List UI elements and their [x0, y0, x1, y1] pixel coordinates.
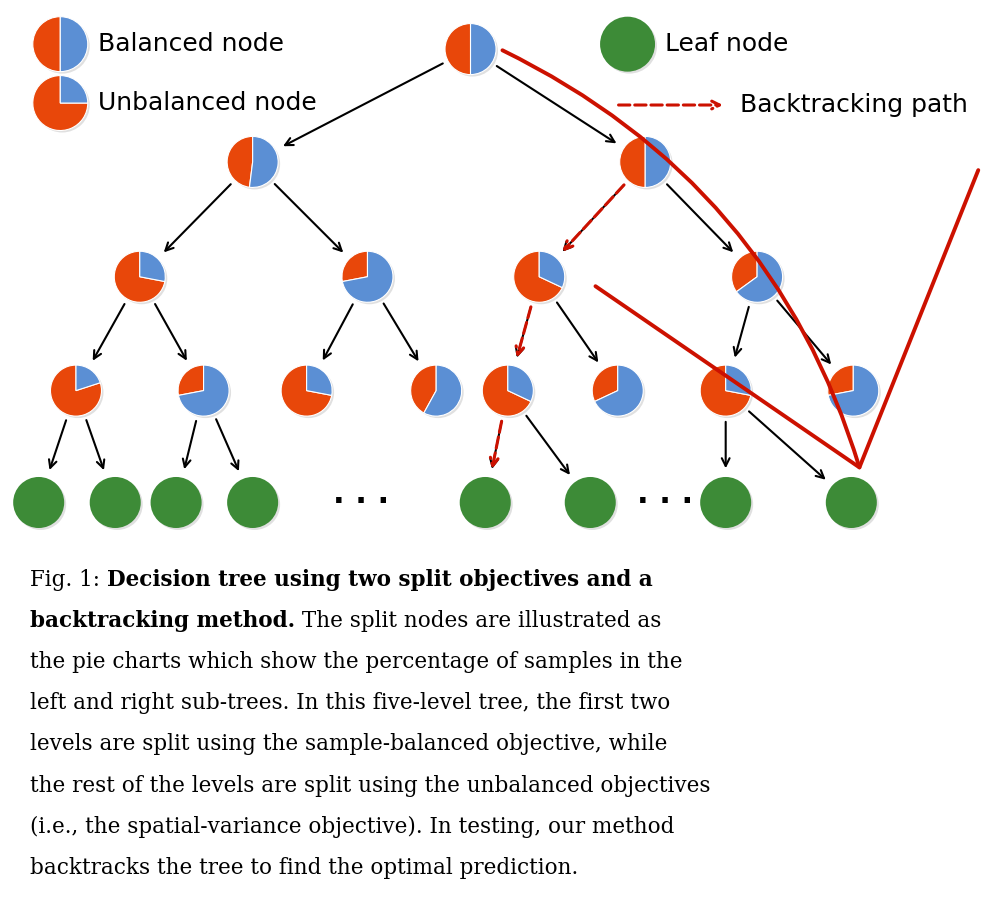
Wedge shape	[76, 365, 101, 390]
Circle shape	[595, 367, 645, 418]
Wedge shape	[514, 251, 563, 302]
Text: Decision tree using two split objectives and a: Decision tree using two split objectives…	[107, 569, 652, 591]
Circle shape	[229, 138, 280, 190]
Circle shape	[826, 477, 876, 528]
Wedge shape	[139, 251, 165, 281]
Wedge shape	[829, 365, 878, 416]
Circle shape	[460, 477, 511, 528]
Circle shape	[92, 479, 142, 530]
Text: Backtracking path: Backtracking path	[740, 93, 968, 117]
Wedge shape	[281, 365, 332, 416]
Circle shape	[702, 367, 753, 418]
Text: the rest of the levels are split using the unbalanced objectives: the rest of the levels are split using t…	[30, 775, 710, 797]
Circle shape	[565, 477, 616, 528]
Circle shape	[15, 479, 66, 530]
Circle shape	[702, 479, 753, 530]
Wedge shape	[620, 136, 645, 188]
FancyArrowPatch shape	[502, 50, 978, 467]
Circle shape	[90, 477, 140, 528]
Circle shape	[600, 16, 655, 71]
Wedge shape	[736, 251, 783, 302]
Text: the pie charts which show the percentage of samples in the: the pie charts which show the percentage…	[30, 651, 682, 673]
Wedge shape	[178, 365, 203, 396]
Circle shape	[447, 26, 498, 77]
Wedge shape	[700, 365, 751, 416]
Circle shape	[227, 477, 278, 528]
Wedge shape	[732, 251, 757, 292]
Circle shape	[484, 367, 535, 418]
Wedge shape	[828, 365, 854, 396]
Text: · · ·: · · ·	[333, 488, 388, 517]
Circle shape	[602, 18, 657, 73]
Circle shape	[344, 253, 395, 304]
Wedge shape	[593, 365, 618, 401]
Circle shape	[830, 367, 880, 418]
Wedge shape	[482, 365, 531, 416]
Text: Fig. 1:: Fig. 1:	[30, 569, 107, 591]
Text: · · ·: · · ·	[636, 488, 693, 517]
Text: Leaf node: Leaf node	[665, 32, 788, 56]
Circle shape	[152, 479, 203, 530]
Circle shape	[35, 18, 90, 73]
Wedge shape	[178, 365, 229, 416]
Circle shape	[733, 253, 785, 304]
Wedge shape	[33, 76, 88, 130]
Text: left and right sub-trees. In this five-level tree, the first two: left and right sub-trees. In this five-l…	[30, 692, 670, 714]
Circle shape	[13, 477, 64, 528]
Circle shape	[622, 138, 672, 190]
Wedge shape	[470, 24, 496, 74]
Wedge shape	[61, 76, 88, 104]
Circle shape	[150, 477, 201, 528]
Wedge shape	[249, 136, 278, 188]
Wedge shape	[410, 365, 436, 413]
Circle shape	[828, 479, 878, 530]
Wedge shape	[595, 365, 643, 416]
Wedge shape	[61, 16, 88, 71]
Wedge shape	[445, 24, 470, 74]
Circle shape	[462, 479, 513, 530]
Wedge shape	[645, 136, 670, 188]
Wedge shape	[307, 365, 332, 396]
Circle shape	[412, 367, 464, 418]
Circle shape	[700, 477, 751, 528]
Circle shape	[283, 367, 334, 418]
Text: backtracks the tree to find the optimal prediction.: backtracks the tree to find the optimal …	[30, 856, 578, 878]
Wedge shape	[227, 136, 253, 187]
Text: Balanced node: Balanced node	[98, 32, 284, 56]
Circle shape	[516, 253, 567, 304]
Text: levels are split using the sample-balanced objective, while: levels are split using the sample-balanc…	[30, 734, 667, 756]
Wedge shape	[539, 251, 565, 288]
Wedge shape	[342, 251, 368, 281]
Circle shape	[229, 479, 280, 530]
Wedge shape	[424, 365, 462, 416]
Wedge shape	[343, 251, 393, 302]
Text: backtracking method.: backtracking method.	[30, 610, 295, 632]
Circle shape	[567, 479, 618, 530]
Wedge shape	[115, 251, 165, 302]
Circle shape	[117, 253, 167, 304]
Circle shape	[53, 367, 104, 418]
Text: (i.e., the spatial-variance objective). In testing, our method: (i.e., the spatial-variance objective). …	[30, 815, 674, 838]
Text: Unbalanced node: Unbalanced node	[98, 91, 317, 115]
Wedge shape	[33, 16, 61, 71]
Circle shape	[180, 367, 231, 418]
Text: The split nodes are illustrated as: The split nodes are illustrated as	[295, 610, 661, 632]
Wedge shape	[508, 365, 533, 401]
Wedge shape	[51, 365, 102, 416]
Wedge shape	[726, 365, 751, 396]
Circle shape	[35, 78, 90, 133]
